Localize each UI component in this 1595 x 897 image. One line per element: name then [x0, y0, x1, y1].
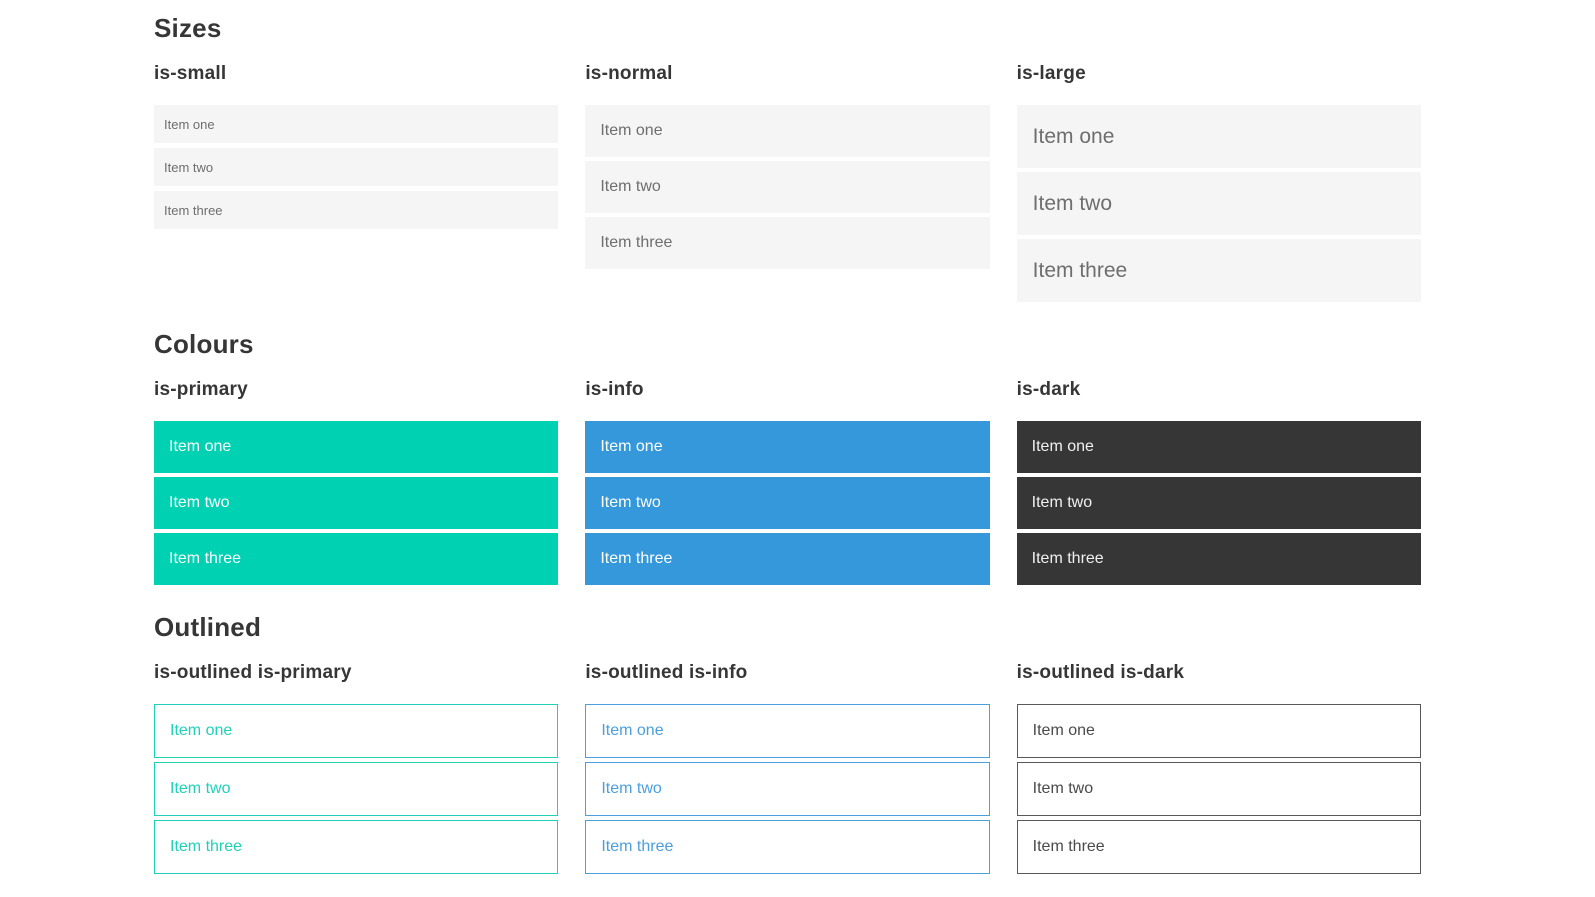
- column-heading: is-large: [1016, 63, 1086, 84]
- list-item: Item one: [1016, 105, 1421, 168]
- list-item-label: Item two: [170, 780, 231, 797]
- list-item-label: Item three: [170, 838, 243, 855]
- list-item: Item one: [585, 704, 990, 758]
- list-item: Item one: [154, 105, 559, 143]
- list-item-label: Item two: [1032, 780, 1094, 797]
- list-item: Item three: [1016, 533, 1421, 585]
- list-item: Item two: [154, 148, 559, 186]
- list-item-label: Item two: [1032, 191, 1113, 215]
- item-list: Item one Item two Item three: [154, 704, 559, 874]
- column: is-outlined is-primary Item one Item two…: [154, 661, 559, 874]
- item-list: Item one Item two Item three: [585, 704, 990, 874]
- list-item: Item two: [585, 161, 990, 213]
- list-item: Item three: [1016, 820, 1421, 874]
- list-item: Item one: [585, 105, 990, 157]
- item-list: Item one Item two Item three: [1016, 421, 1421, 585]
- item-list: Item one Item two Item three: [1016, 704, 1421, 874]
- list-item-label: Item one: [1032, 722, 1095, 739]
- column-heading: is-outlined is-primary: [154, 662, 352, 683]
- list-item-label: Item two: [600, 494, 661, 511]
- column: is-dark Item one Item two Item three: [1016, 378, 1421, 585]
- list-item-label: Item one: [600, 438, 663, 455]
- list-item-label: Item two: [600, 178, 661, 195]
- list-item-label: Item three: [1032, 838, 1105, 855]
- list-item-label: Item one: [169, 438, 232, 455]
- list-item: Item one: [1016, 421, 1421, 473]
- list-item: Item one: [1016, 704, 1421, 758]
- list-item-label: Item three: [1032, 258, 1128, 282]
- section-columns: is-outlined is-primary Item one Item two…: [154, 661, 1421, 874]
- list-item: Item two: [1016, 477, 1421, 529]
- list-item: Item three: [585, 217, 990, 269]
- list-item-label: Item three: [600, 234, 673, 251]
- list-item: Item two: [1016, 172, 1421, 235]
- list-item: Item three: [154, 533, 559, 585]
- list-item-label: Item three: [600, 550, 673, 567]
- list-item: Item three: [154, 820, 559, 874]
- column-heading: is-info: [585, 379, 644, 400]
- section: Sizes is-small Item one Item two Item th…: [154, 12, 1421, 302]
- list-item-label: Item two: [1031, 494, 1093, 511]
- list-item: Item two: [585, 762, 990, 816]
- item-list: Item one Item two Item three: [154, 421, 559, 585]
- section: Colours is-primary Item one Item two Ite…: [154, 328, 1421, 585]
- list-item-label: Item two: [169, 494, 230, 511]
- list-item-label: Item one: [600, 122, 663, 139]
- column: is-large Item one Item two Item three: [1016, 62, 1421, 302]
- section-title: Sizes: [154, 13, 222, 43]
- item-list: Item one Item two Item three: [585, 105, 990, 269]
- section-title: Outlined: [154, 612, 262, 642]
- column-heading: is-dark: [1016, 379, 1081, 400]
- list-item-label: Item three: [169, 550, 242, 567]
- list-item-label: Item one: [164, 116, 215, 132]
- list-item-label: Item three: [1031, 550, 1104, 567]
- list-item: Item three: [585, 533, 990, 585]
- column: is-small Item one Item two Item three: [154, 62, 559, 229]
- column-heading: is-outlined is-dark: [1016, 662, 1185, 683]
- list-item-label: Item two: [164, 159, 214, 175]
- list-item: Item two: [585, 477, 990, 529]
- list-item: Item one: [154, 421, 559, 473]
- column-heading: is-outlined is-info: [585, 662, 748, 683]
- list-item-label: Item one: [601, 722, 664, 739]
- column: is-normal Item one Item two Item three: [585, 62, 990, 269]
- item-list: Item one Item two Item three: [154, 105, 559, 229]
- list-item-label: Item three: [164, 202, 223, 218]
- list-item: Item one: [154, 704, 559, 758]
- list-item: Item one: [585, 421, 990, 473]
- list-item-label: Item three: [601, 838, 674, 855]
- column: is-primary Item one Item two Item three: [154, 378, 559, 585]
- list-item-label: Item one: [1032, 124, 1115, 148]
- column-heading: is-normal: [585, 63, 673, 84]
- item-list: Item one Item two Item three: [585, 421, 990, 585]
- item-list: Item one Item two Item three: [1016, 105, 1421, 302]
- list-item-label: Item two: [601, 780, 662, 797]
- list-item: Item two: [154, 477, 559, 529]
- list-item: Item two: [1016, 762, 1421, 816]
- section-columns: is-primary Item one Item two Item three …: [154, 378, 1421, 585]
- section: Outlined is-outlined is-primary Item one…: [154, 611, 1421, 874]
- list-item: Item three: [585, 820, 990, 874]
- column: is-outlined is-info Item one Item two It…: [585, 661, 990, 874]
- column: is-outlined is-dark Item one Item two It…: [1016, 661, 1421, 874]
- list-item: Item three: [1016, 239, 1421, 302]
- column-heading: is-primary: [154, 379, 248, 400]
- list-item: Item three: [154, 191, 559, 229]
- column-heading: is-small: [154, 63, 227, 84]
- list-item-label: Item one: [170, 722, 233, 739]
- section-columns: is-small Item one Item two Item three is…: [154, 62, 1421, 302]
- list-item: Item two: [154, 762, 559, 816]
- list-item-label: Item one: [1031, 438, 1094, 455]
- section-title: Colours: [154, 329, 254, 359]
- column: is-info Item one Item two Item three: [585, 378, 990, 585]
